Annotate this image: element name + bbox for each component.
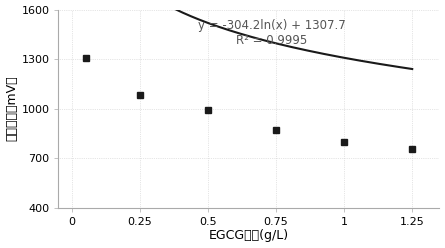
Y-axis label: 信号单位（mV）: 信号单位（mV） xyxy=(5,76,19,141)
Text: y = -304.2ln(x) + 1307.7
R² = 0.9995: y = -304.2ln(x) + 1307.7 R² = 0.9995 xyxy=(198,19,346,47)
X-axis label: EGCG浓度(g/L): EGCG浓度(g/L) xyxy=(209,229,289,243)
